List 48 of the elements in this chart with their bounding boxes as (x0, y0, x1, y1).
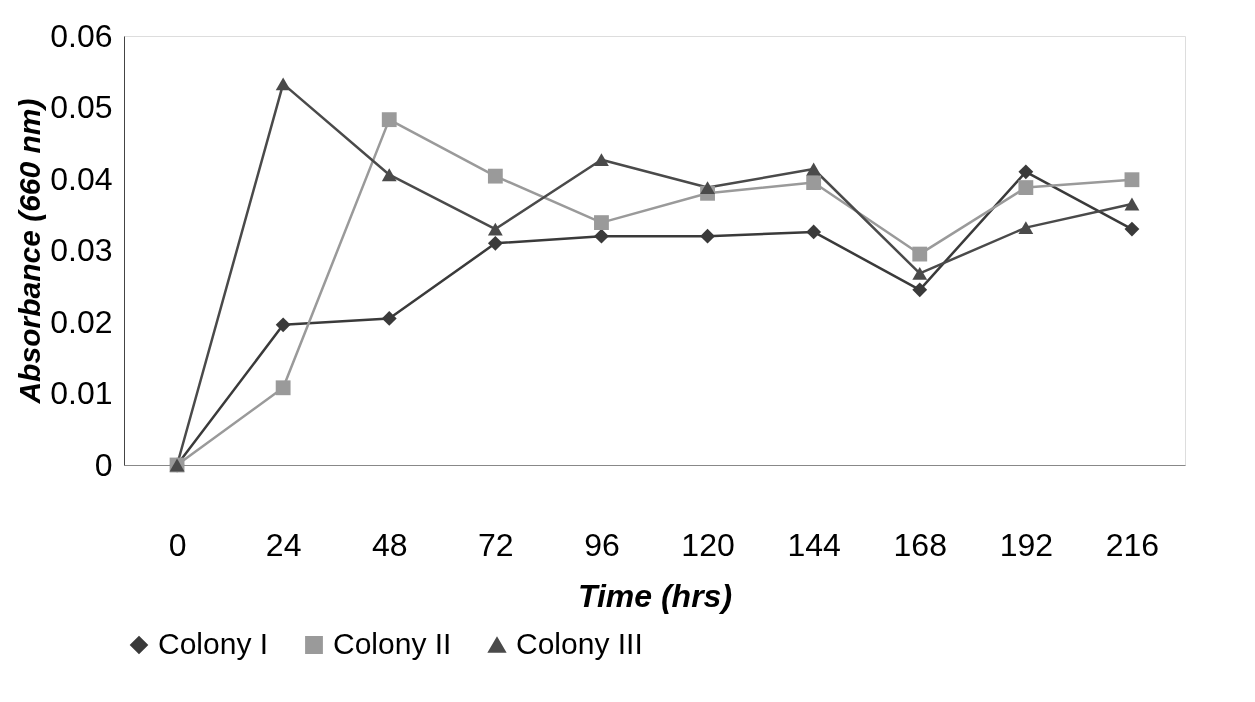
point (912, 246, 928, 262)
y-tick-label: 0.03 (50, 232, 113, 268)
y-tick-label: 0.06 (50, 17, 113, 54)
point (381, 168, 397, 182)
x-tick-label: 0 (168, 526, 187, 563)
legend-label: Colony II (333, 627, 452, 660)
point (912, 266, 928, 280)
point (275, 317, 291, 333)
point (1018, 221, 1034, 235)
point (700, 181, 715, 194)
point (381, 311, 397, 326)
y-tick-label: 0.01 (50, 375, 113, 411)
y-tick-label: 0.05 (50, 89, 113, 125)
point (487, 168, 503, 184)
y-tick-label: 0.04 (50, 160, 113, 197)
point (806, 175, 822, 190)
x-tick-label: 48 (371, 526, 408, 563)
x-axis-title: Time (hrs) (577, 577, 733, 614)
legend-label: Colony III (516, 627, 643, 660)
point (487, 235, 503, 251)
x-tick-label: 168 (893, 526, 947, 563)
point (381, 112, 397, 128)
point (594, 215, 609, 231)
legend-label: Colony I (158, 627, 269, 660)
x-tick-label: 192 (999, 526, 1054, 563)
point (275, 77, 291, 91)
point (912, 282, 928, 298)
point (1124, 172, 1140, 188)
point (487, 222, 503, 236)
y-tick-label: 0.02 (50, 303, 113, 340)
x-tick-label: 24 (265, 526, 302, 563)
point (1124, 197, 1140, 211)
point (1124, 221, 1140, 237)
y-tick-label: 0 (94, 446, 113, 483)
point (806, 162, 822, 176)
point (700, 228, 715, 244)
x-tick-label: 120 (681, 526, 735, 563)
y-axis-title: Absorbance (660 nm) (13, 98, 47, 405)
x-tick-label: 72 (478, 526, 514, 563)
x-tick-label: 96 (584, 526, 620, 563)
point (275, 380, 291, 396)
point (1018, 164, 1034, 180)
point (594, 228, 609, 244)
point (806, 224, 822, 240)
point (1018, 180, 1034, 195)
x-tick-label: 216 (1105, 526, 1160, 563)
point (594, 153, 609, 167)
x-tick-label: 144 (787, 526, 841, 563)
